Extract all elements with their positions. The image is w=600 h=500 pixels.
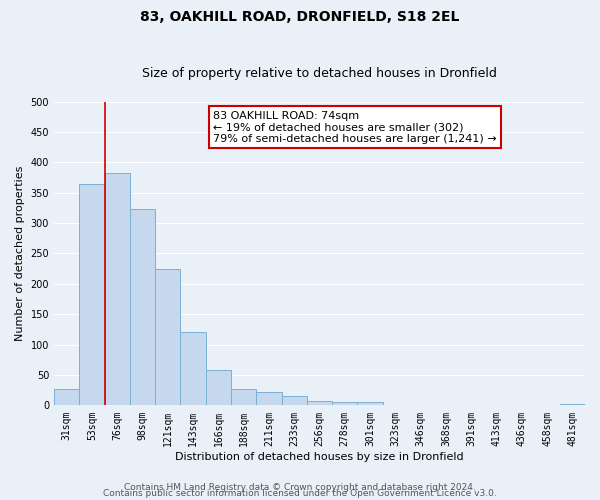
Bar <box>358 402 383 406</box>
X-axis label: Distribution of detached houses by size in Dronfield: Distribution of detached houses by size … <box>175 452 464 462</box>
Bar <box>307 401 332 406</box>
Bar <box>104 173 130 406</box>
Bar <box>206 370 231 406</box>
Bar <box>332 402 358 406</box>
Bar <box>256 392 281 406</box>
Y-axis label: Number of detached properties: Number of detached properties <box>15 166 25 341</box>
Bar <box>155 268 181 406</box>
Bar <box>130 209 155 406</box>
Text: Contains HM Land Registry data © Crown copyright and database right 2024.: Contains HM Land Registry data © Crown c… <box>124 484 476 492</box>
Title: Size of property relative to detached houses in Dronfield: Size of property relative to detached ho… <box>142 66 497 80</box>
Bar <box>79 184 104 406</box>
Bar <box>231 389 256 406</box>
Text: 83 OAKHILL ROAD: 74sqm
← 19% of detached houses are smaller (302)
79% of semi-de: 83 OAKHILL ROAD: 74sqm ← 19% of detached… <box>214 110 497 144</box>
Bar <box>560 404 585 406</box>
Text: Contains public sector information licensed under the Open Government Licence v3: Contains public sector information licen… <box>103 490 497 498</box>
Bar <box>181 332 206 406</box>
Bar <box>281 396 307 406</box>
Bar <box>54 389 79 406</box>
Text: 83, OAKHILL ROAD, DRONFIELD, S18 2EL: 83, OAKHILL ROAD, DRONFIELD, S18 2EL <box>140 10 460 24</box>
